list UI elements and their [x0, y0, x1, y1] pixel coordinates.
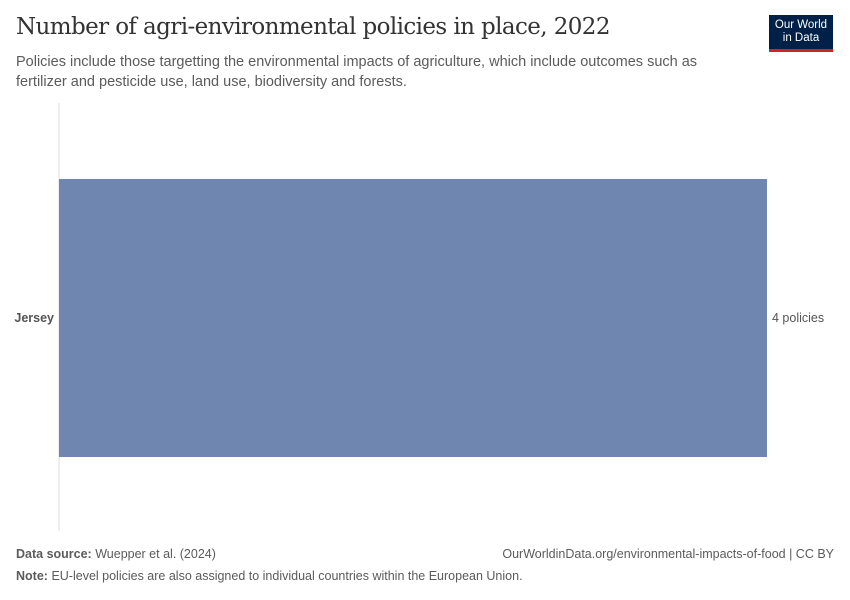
data-label: 4 policies [772, 311, 824, 325]
source-url[interactable]: OurWorldinData.org/environmental-impacts… [502, 547, 834, 561]
note-text: EU-level policies are also assigned to i… [51, 569, 523, 583]
note-label: Note: [16, 569, 48, 583]
chart-subtitle: Policies include those targetting the en… [16, 54, 698, 90]
source-text[interactable]: Wuepper et al. (2024) [95, 547, 216, 561]
data-source: Data source: Wuepper et al. (2024) [16, 547, 216, 561]
chart-title: Number of agri-environmental policies in… [16, 14, 610, 40]
bar-jersey[interactable] [59, 179, 767, 457]
logo-text: Our World in Data [774, 19, 828, 44]
owid-logo[interactable]: Our World in Data [769, 15, 833, 52]
note: Note: EU-level policies are also assigne… [16, 569, 523, 583]
category-label: Jersey [14, 311, 54, 325]
source-label: Data source: [16, 547, 92, 561]
